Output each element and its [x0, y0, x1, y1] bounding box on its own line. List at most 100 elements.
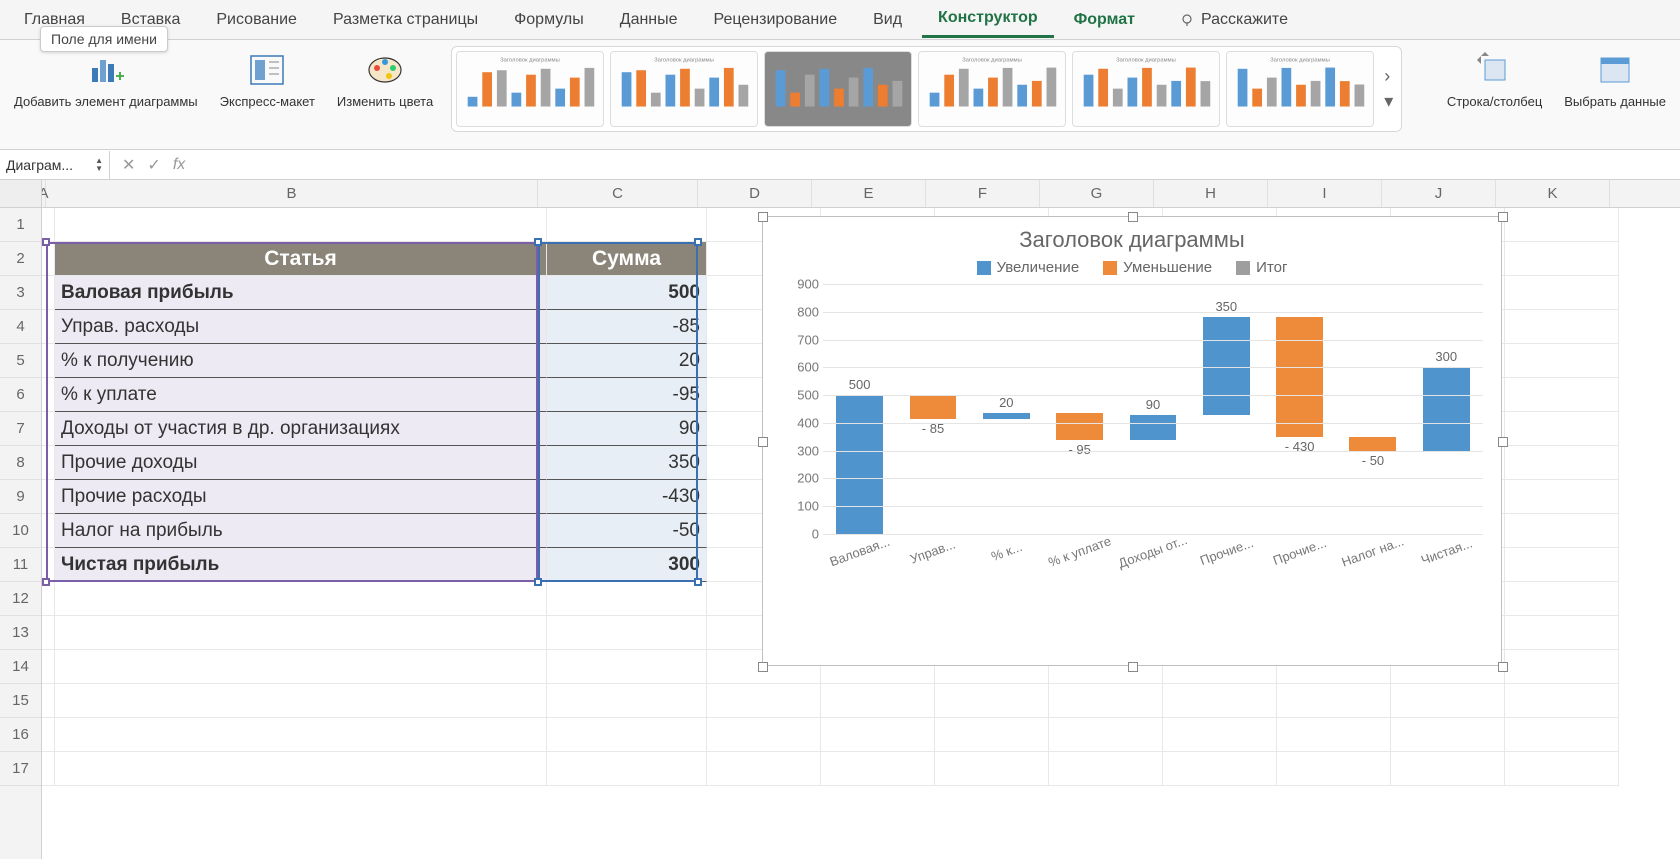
cell-A7[interactable] — [42, 412, 55, 446]
cell-K10[interactable] — [1505, 514, 1619, 548]
cell-D15[interactable] — [707, 684, 821, 718]
chart-resize-handle[interactable] — [758, 437, 768, 447]
col-header-F[interactable]: F — [926, 180, 1040, 207]
row-header-9[interactable]: 9 — [0, 480, 41, 514]
row-header-11[interactable]: 11 — [0, 548, 41, 582]
cell-B2[interactable]: Статья — [55, 242, 547, 276]
cell-C11[interactable]: 300 — [547, 548, 707, 582]
tab-7[interactable]: Вид — [857, 3, 918, 37]
col-header-J[interactable]: J — [1382, 180, 1496, 207]
chart-style-thumb-2[interactable]: Заголовок диаграммы — [764, 51, 912, 127]
cell-A4[interactable] — [42, 310, 55, 344]
cell-H15[interactable] — [1163, 684, 1277, 718]
cell-K15[interactable] — [1505, 684, 1619, 718]
cell-E16[interactable] — [821, 718, 935, 752]
row-header-13[interactable]: 13 — [0, 616, 41, 650]
chart-title[interactable]: Заголовок диаграммы — [763, 217, 1501, 259]
chart-resize-handle[interactable] — [1498, 662, 1508, 672]
cell-G17[interactable] — [1049, 752, 1163, 786]
row-header-8[interactable]: 8 — [0, 446, 41, 480]
bar-slot[interactable]: 500 — [823, 284, 896, 534]
cell-C4[interactable]: -85 — [547, 310, 707, 344]
cell-I16[interactable] — [1277, 718, 1391, 752]
cell-C3[interactable]: 500 — [547, 276, 707, 310]
cell-K6[interactable] — [1505, 378, 1619, 412]
add-chart-element-button[interactable]: Добавить элемент диаграммы — [10, 46, 202, 114]
row-header-16[interactable]: 16 — [0, 718, 41, 752]
row-header-7[interactable]: 7 — [0, 412, 41, 446]
cell-I15[interactable] — [1277, 684, 1391, 718]
cell-A8[interactable] — [42, 446, 55, 480]
cell-B7[interactable]: Доходы от участия в др. организациях — [55, 412, 547, 446]
tab-5[interactable]: Данные — [604, 3, 694, 37]
chart-style-thumb-1[interactable]: Заголовок диаграммы — [610, 51, 758, 127]
cell-K16[interactable] — [1505, 718, 1619, 752]
cell-B15[interactable] — [55, 684, 547, 718]
cell-G15[interactable] — [1049, 684, 1163, 718]
cell-C17[interactable] — [547, 752, 707, 786]
row-header-2[interactable]: 2 — [0, 242, 41, 276]
chart-resize-handle[interactable] — [758, 662, 768, 672]
chart-object[interactable]: Заголовок диаграммы УвеличениеУменьшение… — [762, 216, 1502, 666]
cell-H17[interactable] — [1163, 752, 1277, 786]
row-header-6[interactable]: 6 — [0, 378, 41, 412]
tab-9[interactable]: Формат — [1058, 3, 1151, 37]
cell-A9[interactable] — [42, 480, 55, 514]
cell-B4[interactable]: Управ. расходы — [55, 310, 547, 344]
cell-B13[interactable] — [55, 616, 547, 650]
quick-layout-button[interactable]: Экспресс-макет — [216, 46, 319, 114]
col-header-I[interactable]: I — [1268, 180, 1382, 207]
cell-K4[interactable] — [1505, 310, 1619, 344]
row-header-17[interactable]: 17 — [0, 752, 41, 786]
cell-C9[interactable]: -430 — [547, 480, 707, 514]
cell-F16[interactable] — [935, 718, 1049, 752]
cell-A14[interactable] — [42, 650, 55, 684]
gallery-next-icon[interactable]: › — [1384, 66, 1393, 87]
legend-item[interactable]: Уменьшение — [1103, 259, 1212, 276]
tab-3[interactable]: Разметка страницы — [317, 3, 494, 37]
confirm-icon[interactable]: ✓ — [147, 155, 160, 175]
chart-resize-handle[interactable] — [758, 212, 768, 222]
cell-C10[interactable]: -50 — [547, 514, 707, 548]
cell-B14[interactable] — [55, 650, 547, 684]
cell-K7[interactable] — [1505, 412, 1619, 446]
col-header-D[interactable]: D — [698, 180, 812, 207]
cell-C13[interactable] — [547, 616, 707, 650]
cell-K8[interactable] — [1505, 446, 1619, 480]
gallery-more-icon[interactable]: ▾ — [1384, 91, 1393, 112]
cell-B10[interactable]: Налог на прибыль — [55, 514, 547, 548]
cell-C16[interactable] — [547, 718, 707, 752]
cell-A1[interactable] — [42, 208, 55, 242]
cell-C1[interactable] — [547, 208, 707, 242]
cell-K11[interactable] — [1505, 548, 1619, 582]
cell-G16[interactable] — [1049, 718, 1163, 752]
tab-2[interactable]: Рисование — [200, 3, 313, 37]
col-header-G[interactable]: G — [1040, 180, 1154, 207]
cell-A5[interactable] — [42, 344, 55, 378]
cell-B3[interactable]: Валовая прибыль — [55, 276, 547, 310]
cell-B8[interactable]: Прочие доходы — [55, 446, 547, 480]
cancel-icon[interactable]: ✕ — [122, 155, 135, 175]
cell-B12[interactable] — [55, 582, 547, 616]
switch-row-col-button[interactable]: Строка/столбец — [1443, 46, 1546, 114]
change-colors-button[interactable]: Изменить цвета — [333, 46, 437, 114]
legend-item[interactable]: Итог — [1236, 259, 1287, 276]
name-box[interactable]: Диаграм... ▲▼ — [0, 151, 110, 179]
cell-C5[interactable]: 20 — [547, 344, 707, 378]
cell-K2[interactable] — [1505, 242, 1619, 276]
cell-A10[interactable] — [42, 514, 55, 548]
chart-resize-handle[interactable] — [1128, 662, 1138, 672]
bar-slot[interactable]: - 95 — [1043, 284, 1116, 534]
cell-B6[interactable]: % к уплате — [55, 378, 547, 412]
cell-A17[interactable] — [42, 752, 55, 786]
cell-K3[interactable] — [1505, 276, 1619, 310]
col-header-K[interactable]: K — [1496, 180, 1610, 207]
tab-6[interactable]: Рецензирование — [698, 3, 854, 37]
bar-slot[interactable]: 90 — [1116, 284, 1189, 534]
cell-J15[interactable] — [1391, 684, 1505, 718]
cell-C2[interactable]: Сумма — [547, 242, 707, 276]
col-header-C[interactable]: C — [538, 180, 698, 207]
cell-A3[interactable] — [42, 276, 55, 310]
cell-J17[interactable] — [1391, 752, 1505, 786]
chart-resize-handle[interactable] — [1498, 437, 1508, 447]
